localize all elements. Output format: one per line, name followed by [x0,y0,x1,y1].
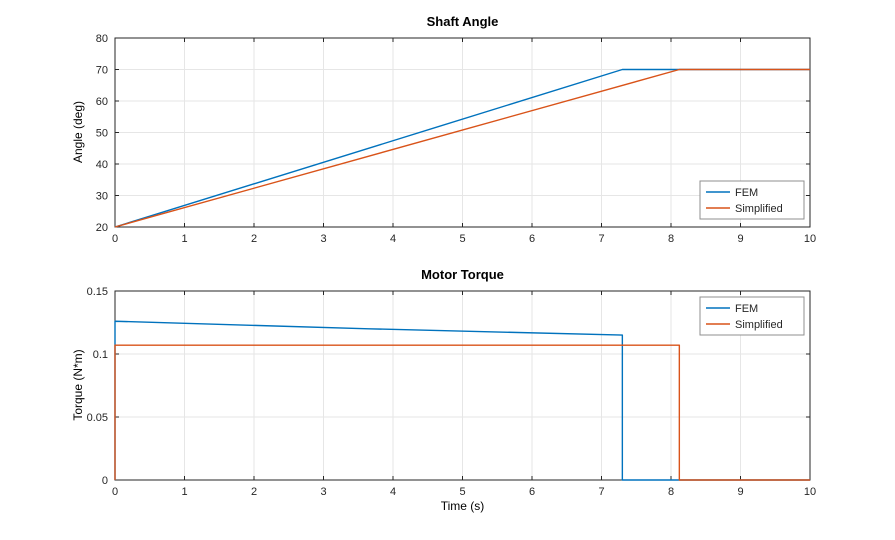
x-tick-label: 8 [668,233,674,245]
y-tick-label: 80 [96,33,108,45]
x-tick-label: 3 [320,486,326,498]
x-tick-label: 0 [112,486,118,498]
legend-box [699,180,805,220]
x-tick-label: 7 [598,486,604,498]
y-tick-label: 20 [96,222,108,234]
x-tick-label: 1 [181,486,187,498]
x-tick-label: 7 [598,233,604,245]
legend-label: Simplified [735,319,783,331]
plot-2: 0 1 2 3 4 5 6 7 8 9 10 0 0.05 0.1 0.15 FEM Simplified [87,286,817,498]
x-tick-label: 2 [251,233,257,245]
x-tick-label: 10 [804,233,816,245]
x-tick-label: 0 [112,233,118,245]
y-tick-label: 60 [96,96,108,108]
y-tick-label: 70 [96,65,108,77]
plot1-ylabel: Angle (deg) [71,100,85,164]
x-tick-label: 6 [529,486,535,498]
legend-label: FEM [735,303,758,315]
legend-label: FEM [735,187,758,199]
plot2-ylabel: Torque (N*m) [71,349,85,421]
x-tick-label: 8 [668,486,674,498]
y-tick-label: 0.1 [93,349,108,361]
legend-label: Simplified [735,203,783,215]
plot2-xlabel: Time (s) [440,499,485,513]
y-tick-label: 50 [96,128,108,140]
x-tick-label: 5 [459,233,465,245]
series-simplified [114,344,810,481]
x-tick-label: 4 [390,486,396,498]
x-tick-label: 4 [390,233,396,245]
y-tick-label: 0.05 [87,412,108,424]
plot1-title: Shaft Angle [426,14,499,29]
x-tick-label: 1 [181,233,187,245]
legend-box [699,296,805,336]
x-tick-label: 9 [737,486,743,498]
y-tick-label: 0.15 [87,286,108,298]
x-tick-label: 6 [529,233,535,245]
legend: FEM Simplified [699,180,805,220]
x-tick-label: 3 [320,233,326,245]
plot-1: 0 1 2 3 4 5 6 7 8 9 10 20 30 40 50 60 70 80 FEM Simplified [96,33,816,245]
plot2-title: Motor Torque [421,267,504,282]
x-tick-label: 5 [459,486,465,498]
y-tick-label: 30 [96,191,108,203]
x-tick-label: 2 [251,486,257,498]
x-tick-label: 9 [737,233,743,245]
legend: FEM Simplified [699,296,805,336]
x-tick-label: 10 [804,486,816,498]
y-tick-label: 0 [102,475,108,487]
y-tick-label: 40 [96,159,108,171]
series-simplified [114,68,810,228]
